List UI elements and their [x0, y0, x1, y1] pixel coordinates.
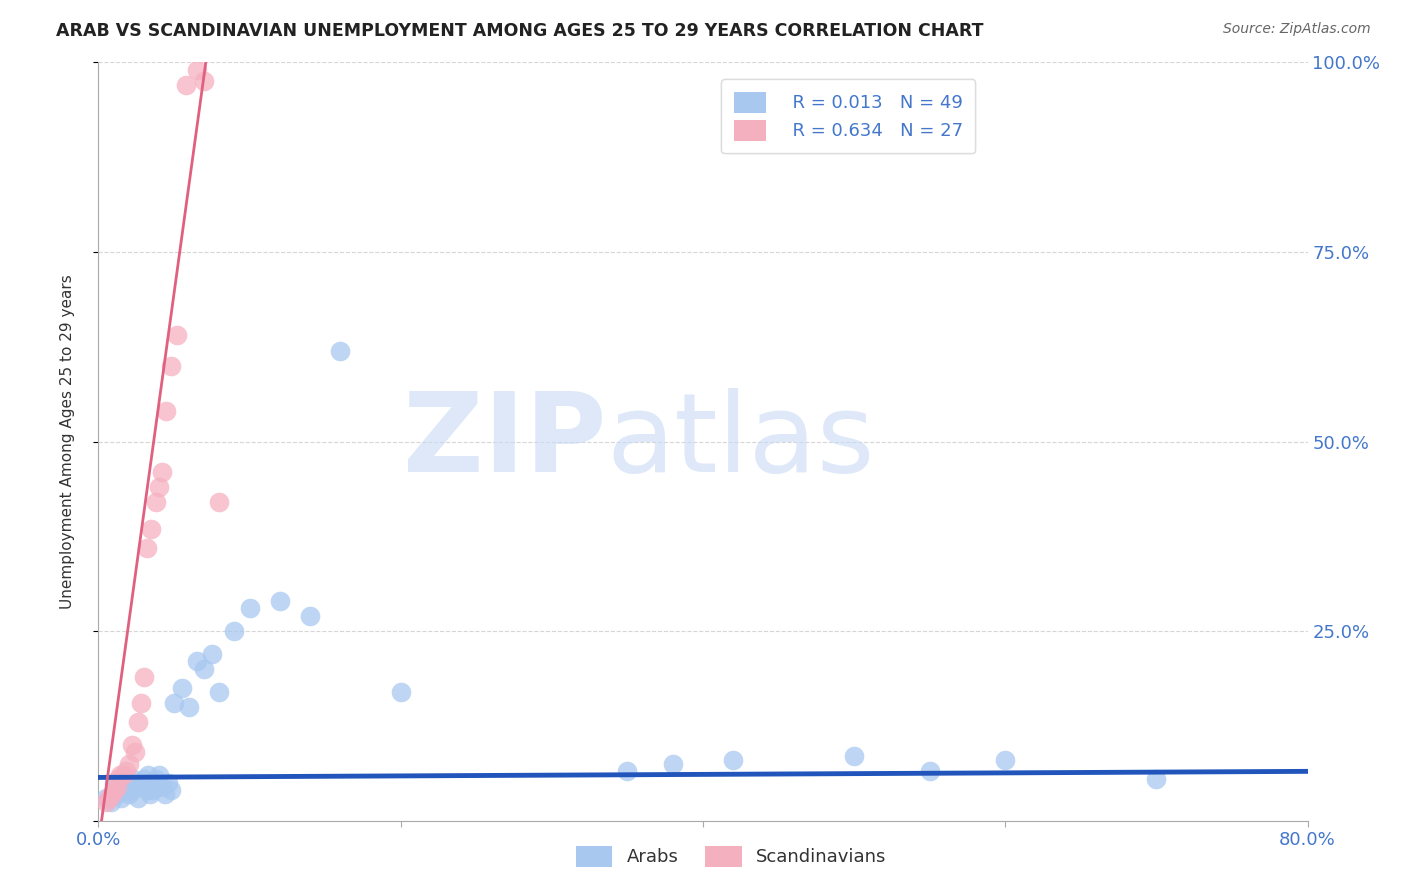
- Point: [193, 662, 215, 676]
- Text: Source: ZipAtlas.com: Source: ZipAtlas.com: [1223, 22, 1371, 37]
- Y-axis label: Unemployment Among Ages 25 to 29 years: Unemployment Among Ages 25 to 29 years: [60, 274, 75, 609]
- Point: [239, 601, 262, 615]
- Point: [145, 772, 167, 786]
- Point: [163, 696, 186, 710]
- Point: [111, 768, 134, 782]
- Point: [179, 699, 201, 714]
- Point: [1144, 772, 1167, 786]
- Text: ARAB VS SCANDINAVIAN UNEMPLOYMENT AMONG AGES 25 TO 29 YEARS CORRELATION CHART: ARAB VS SCANDINAVIAN UNEMPLOYMENT AMONG …: [56, 22, 984, 40]
- Point: [94, 791, 117, 805]
- Point: [148, 480, 170, 494]
- Point: [132, 772, 155, 786]
- Point: [661, 756, 683, 771]
- Point: [139, 787, 162, 801]
- Point: [118, 787, 141, 801]
- Point: [103, 776, 125, 790]
- Point: [844, 749, 866, 764]
- Point: [389, 685, 412, 699]
- Point: [105, 787, 128, 801]
- Point: [166, 328, 188, 343]
- Point: [148, 768, 170, 782]
- Point: [156, 776, 179, 790]
- Point: [110, 791, 132, 805]
- Point: [101, 787, 124, 801]
- Point: [174, 78, 197, 92]
- Point: [136, 768, 159, 782]
- Point: [224, 624, 246, 639]
- Point: [103, 783, 125, 797]
- Point: [201, 647, 224, 661]
- Point: [132, 780, 155, 794]
- Point: [994, 753, 1017, 767]
- Point: [100, 795, 122, 809]
- Text: ZIP: ZIP: [404, 388, 606, 495]
- Point: [118, 756, 141, 771]
- Point: [129, 696, 152, 710]
- Point: [160, 783, 183, 797]
- Point: [150, 465, 173, 479]
- Point: [135, 541, 157, 555]
- Point: [124, 746, 146, 760]
- Point: [98, 791, 121, 805]
- Point: [122, 772, 145, 786]
- Point: [155, 404, 177, 418]
- Point: [114, 764, 136, 779]
- Text: atlas: atlas: [606, 388, 875, 495]
- Point: [918, 764, 941, 779]
- Point: [723, 753, 745, 767]
- Point: [121, 783, 143, 797]
- Point: [114, 783, 136, 797]
- Point: [299, 608, 322, 623]
- Point: [111, 772, 134, 786]
- Point: [186, 62, 208, 77]
- Point: [127, 791, 149, 805]
- Point: [329, 343, 352, 358]
- Point: [208, 685, 231, 699]
- Point: [186, 655, 208, 669]
- Point: [145, 495, 167, 509]
- Point: [127, 715, 149, 730]
- Point: [129, 776, 152, 790]
- Legend:   R = 0.013   N = 49,   R = 0.634   N = 27: R = 0.013 N = 49, R = 0.634 N = 27: [721, 79, 976, 153]
- Point: [160, 359, 183, 373]
- Point: [193, 74, 215, 88]
- Point: [616, 764, 638, 779]
- Point: [118, 776, 141, 790]
- Point: [125, 780, 148, 794]
- Point: [142, 783, 165, 797]
- Point: [170, 681, 193, 695]
- Point: [208, 495, 231, 509]
- Point: [103, 783, 125, 797]
- Point: [153, 787, 176, 801]
- Point: [141, 522, 163, 536]
- Legend: Arabs, Scandinavians: Arabs, Scandinavians: [568, 838, 894, 874]
- Point: [121, 738, 143, 752]
- Point: [94, 795, 117, 809]
- Point: [105, 780, 128, 794]
- Point: [150, 780, 173, 794]
- Point: [141, 776, 163, 790]
- Point: [132, 669, 155, 683]
- Point: [107, 772, 129, 786]
- Point: [269, 594, 291, 608]
- Point: [107, 780, 129, 794]
- Point: [135, 783, 157, 797]
- Point: [108, 768, 131, 782]
